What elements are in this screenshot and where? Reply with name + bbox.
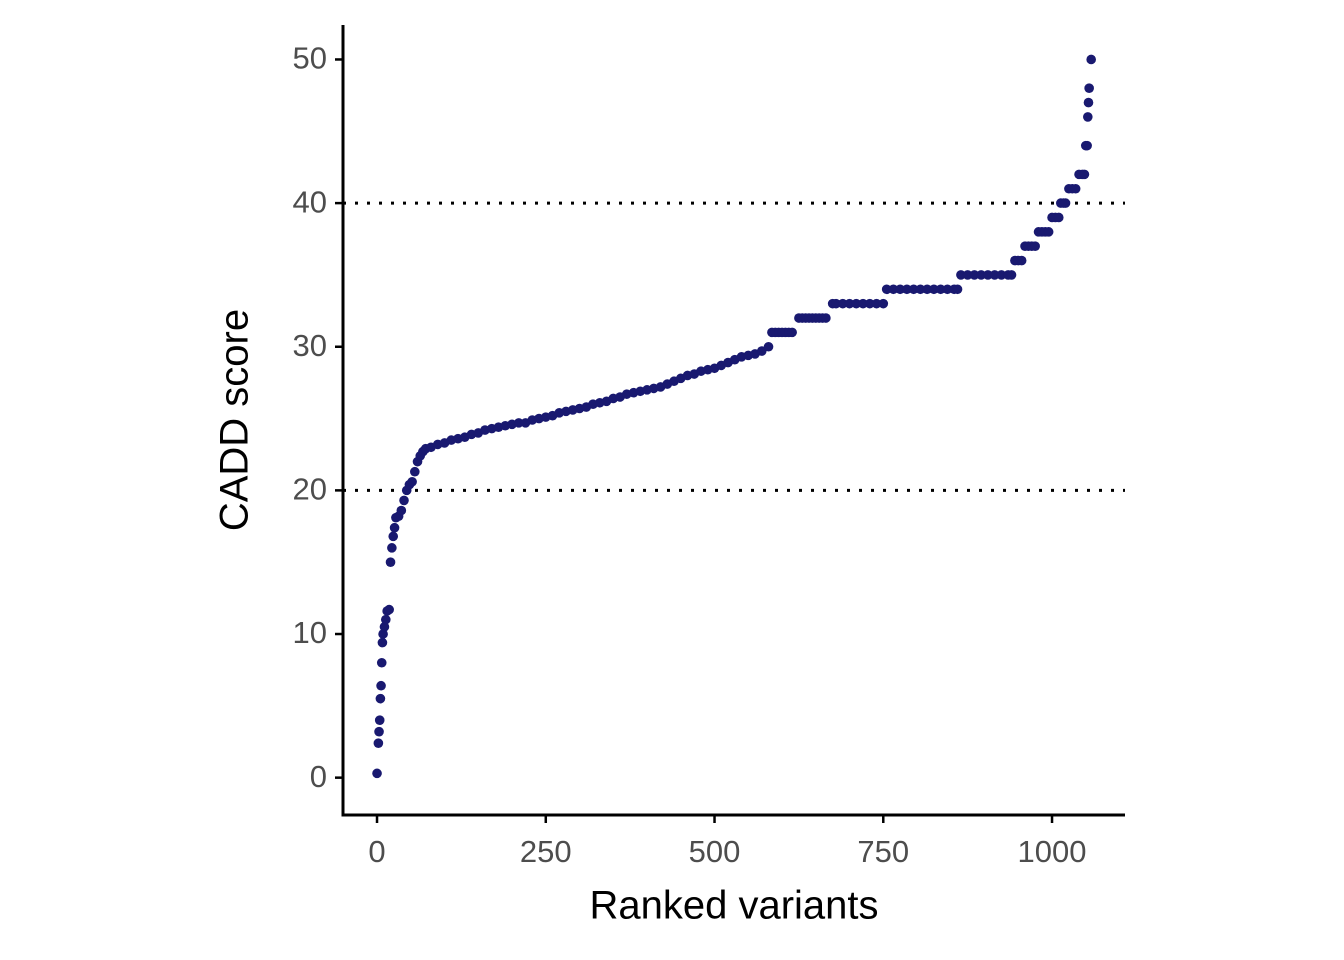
point	[929, 284, 939, 295]
point	[976, 270, 986, 280]
point	[1086, 54, 1096, 65]
point	[1070, 183, 1081, 194]
point	[375, 693, 386, 704]
x-tick-label: 0	[368, 834, 385, 869]
point	[983, 270, 993, 280]
point	[1060, 198, 1071, 208]
point	[969, 270, 980, 280]
point	[864, 298, 875, 309]
point	[1030, 241, 1040, 251]
point	[384, 604, 394, 615]
point	[378, 629, 388, 639]
y-tick-label: 10	[293, 615, 327, 650]
point	[935, 284, 946, 295]
point	[1084, 83, 1094, 93]
point	[396, 505, 407, 516]
point	[407, 476, 417, 487]
point	[996, 270, 1007, 280]
point	[380, 614, 391, 625]
y-axis-title: CADD score	[213, 309, 257, 531]
x-tick-label: 500	[689, 834, 741, 869]
point	[895, 284, 905, 295]
point	[871, 298, 882, 309]
point	[1079, 169, 1090, 180]
point	[881, 284, 892, 295]
point	[373, 738, 384, 748]
point	[962, 270, 973, 280]
point	[376, 680, 386, 691]
point	[374, 726, 384, 737]
point	[372, 768, 382, 779]
point	[399, 495, 409, 506]
point	[837, 298, 848, 309]
point	[763, 341, 774, 352]
point	[908, 284, 919, 295]
point	[858, 298, 868, 309]
point	[1043, 227, 1054, 237]
point	[376, 657, 387, 668]
y-tick-label: 20	[293, 472, 327, 507]
point	[1082, 140, 1092, 151]
point	[1016, 255, 1027, 266]
x-tick-label: 750	[857, 834, 909, 869]
point	[922, 284, 932, 295]
point	[387, 543, 397, 553]
point	[888, 284, 899, 295]
point	[831, 298, 841, 309]
x-axis-title: Ranked variants	[589, 884, 878, 928]
point	[878, 298, 889, 309]
point	[1083, 97, 1094, 108]
point	[377, 637, 388, 648]
point	[956, 270, 966, 280]
point	[915, 284, 926, 295]
y-tick-label: 40	[293, 184, 327, 219]
point	[379, 622, 390, 632]
point	[1083, 112, 1093, 122]
x-tick-label: 1000	[1018, 834, 1087, 869]
point	[410, 466, 420, 477]
x-tick-label: 250	[520, 834, 572, 869]
point	[1053, 212, 1064, 223]
y-tick-label: 0	[310, 759, 327, 794]
point	[374, 715, 385, 725]
point	[989, 270, 1000, 280]
point	[851, 298, 862, 309]
point	[513, 418, 524, 428]
y-tick-label: 50	[293, 41, 327, 76]
point	[821, 313, 831, 323]
point	[1006, 270, 1017, 280]
point	[952, 284, 963, 295]
point	[942, 284, 953, 295]
point	[385, 557, 396, 567]
point	[787, 327, 797, 338]
point	[902, 284, 912, 295]
point	[844, 298, 855, 309]
point	[388, 531, 399, 542]
point	[389, 522, 400, 533]
y-tick-label: 30	[293, 328, 327, 363]
